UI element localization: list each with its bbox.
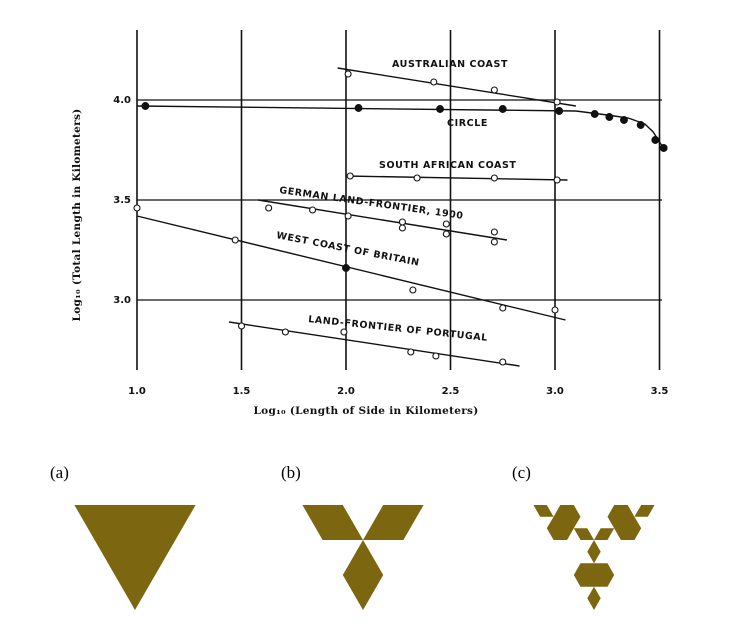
triangle-shape — [74, 505, 196, 610]
koch-snowflake-shape — [533, 505, 655, 610]
data-point — [409, 286, 417, 294]
data-point — [346, 172, 354, 180]
data-point — [490, 174, 498, 182]
data-point — [309, 206, 317, 214]
panel-star-of-david: (b) — [281, 463, 424, 610]
shape-panels: (a) (b) (c) — [50, 463, 655, 610]
data-point — [498, 105, 507, 113]
data-point — [490, 238, 498, 246]
data-point — [340, 328, 348, 336]
data-point — [555, 107, 564, 115]
data-point — [553, 98, 561, 106]
data-point — [605, 113, 614, 121]
data-point — [620, 116, 628, 124]
series-group: WEST COAST OF BRITAIN — [133, 204, 566, 321]
data-point — [344, 70, 352, 78]
data-point — [407, 348, 415, 356]
chart-series: AUSTRALIAN COAST CIRCLE SOUTH AFRICAN COAS… — [133, 59, 668, 367]
data-point — [499, 358, 507, 366]
x-tick-label: 1.5 — [233, 386, 251, 397]
fit-line — [136, 215, 566, 321]
series-label: GERMAN LAND-FRONTIER, 1900 — [279, 185, 465, 222]
data-point — [342, 264, 350, 272]
series-group: LAND-FRONTIER OF PORTUGAL — [228, 314, 520, 367]
series-label: SOUTH AFRICAN COAST — [379, 160, 517, 171]
fit-line — [258, 199, 508, 241]
panel-label: (b) — [281, 463, 301, 482]
data-point — [231, 236, 239, 244]
series-group: AUSTRALIAN COAST — [337, 59, 577, 107]
fit-line — [345, 175, 568, 181]
chart-grid — [136, 30, 662, 370]
panel-label: (c) — [512, 463, 531, 482]
data-point — [442, 220, 450, 228]
data-point — [551, 306, 559, 314]
y-tick-label: 3.0 — [113, 295, 131, 306]
x-tick-label: 2.0 — [337, 386, 355, 397]
tick-labels: 1.0 1.5 2.0 2.5 3.0 3.5 3.0 3.5 4.0 — [113, 95, 668, 397]
x-tick-label: 3.5 — [651, 386, 669, 397]
data-point — [553, 176, 561, 184]
data-point — [490, 228, 498, 236]
x-axis-title: Log₁₀ (Length of Side in Kilometers) — [253, 405, 478, 417]
y-tick-label: 4.0 — [113, 95, 131, 106]
fit-line — [228, 321, 520, 367]
data-point — [265, 204, 273, 212]
data-point — [432, 352, 440, 360]
data-point — [490, 86, 498, 94]
series-group: SOUTH AFRICAN COAST — [345, 160, 568, 184]
series-label: WEST COAST OF BRITAIN — [275, 230, 420, 269]
data-point — [590, 110, 599, 118]
data-point — [413, 174, 421, 182]
y-tick-label: 3.5 — [113, 195, 131, 206]
x-tick-label: 1.0 — [128, 386, 146, 397]
series-label: AUSTRALIAN COAST — [392, 59, 508, 70]
series-label: LAND-FRONTIER OF PORTUGAL — [308, 314, 489, 344]
data-point — [430, 78, 438, 86]
fit-line — [337, 67, 577, 107]
data-point — [281, 328, 289, 336]
data-point — [398, 224, 406, 232]
data-point — [398, 218, 406, 226]
panel-label: (a) — [50, 463, 69, 482]
fit-line — [136, 105, 665, 149]
y-axis-title: Log₁₀ (Total Length in Kilometers) — [71, 109, 83, 322]
series-group: CIRCLE — [136, 102, 668, 152]
data-point — [133, 204, 141, 212]
data-point — [237, 322, 246, 330]
data-point — [344, 212, 352, 220]
data-point — [651, 136, 660, 144]
data-point — [499, 304, 507, 312]
star-of-david-shape — [302, 505, 424, 610]
x-tick-label: 3.0 — [546, 386, 564, 397]
data-point — [659, 144, 668, 152]
data-point — [442, 230, 450, 238]
data-point — [354, 104, 363, 112]
data-point — [141, 102, 150, 110]
series-label: CIRCLE — [447, 118, 488, 129]
x-tick-label: 2.5 — [442, 386, 460, 397]
data-point — [636, 121, 645, 129]
panel-koch-snowflake: (c) — [512, 463, 655, 610]
panel-triangle: (a) — [50, 463, 196, 610]
data-point — [436, 105, 444, 113]
